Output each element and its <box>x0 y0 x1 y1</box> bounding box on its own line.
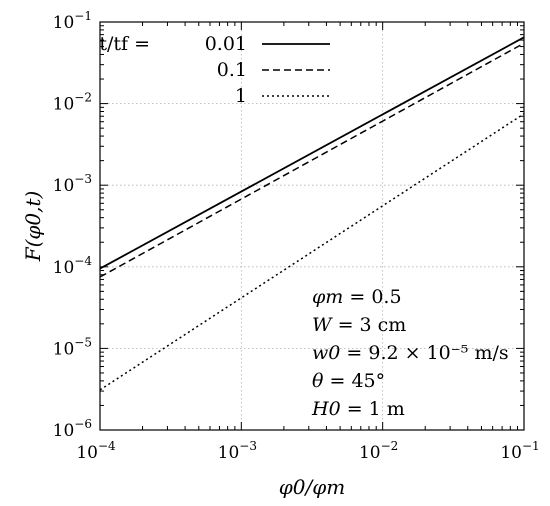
x-axis-label: φ0/φm <box>279 475 345 499</box>
y-tick-exponent: −2 <box>74 91 92 105</box>
y-tick-exponent: −4 <box>74 254 92 268</box>
legend-label: 1 <box>235 85 247 107</box>
y-tick-base: 10 <box>53 95 75 115</box>
tick-marks <box>99 21 525 431</box>
y-tick-exponent: −6 <box>74 417 92 431</box>
legend-label: 0.01 <box>205 33 247 55</box>
x-tick-label: 10−1 <box>500 439 539 463</box>
y-tick-exponent: −3 <box>74 172 92 186</box>
parameter-value: = 9.2 × 10⁻⁵ m/s <box>346 342 508 364</box>
series-lines <box>99 36 525 391</box>
y-tick-label: 10−2 <box>53 91 92 115</box>
parameter-value: = 45° <box>329 370 385 392</box>
parameters-box: φm = 0.5 W = 3 cm w0 = 9.2 × 10⁻⁵ m/s θ = 4… <box>311 286 509 420</box>
x-tick-labels: 10−4 10−3 10−2 10−1 <box>76 439 539 463</box>
x-tick-exponent: −4 <box>98 439 116 453</box>
parameter-value: = 0.5 <box>349 286 401 308</box>
x-tick-base: 10 <box>359 443 381 463</box>
parameter-line: W = 3 cm <box>312 314 406 336</box>
y-tick-base: 10 <box>53 421 75 441</box>
x-tick-exponent: −3 <box>239 439 257 453</box>
y-tick-exponent: −5 <box>74 335 92 349</box>
y-axis-label: F(φ0,t) <box>21 191 45 263</box>
y-tick-label: 10−5 <box>53 335 92 359</box>
x-tick-label: 10−4 <box>76 439 116 463</box>
legend-label: 0.1 <box>217 59 247 81</box>
parameter-value: = 1 m <box>347 398 405 420</box>
parameter-symbol: H0 <box>311 398 347 420</box>
x-tick-base: 10 <box>76 443 98 463</box>
series-line-0-01 <box>99 36 525 270</box>
y-tick-label: 10−4 <box>53 254 93 278</box>
x-tick-exponent: −1 <box>522 439 540 453</box>
parameter-symbol: W <box>312 314 338 336</box>
y-tick-base: 10 <box>53 176 75 196</box>
x-tick-base: 10 <box>500 443 522 463</box>
parameter-line: w0 = 9.2 × 10⁻⁵ m/s <box>312 342 509 364</box>
y-tick-label: 10−3 <box>53 172 92 196</box>
legend: t/tf = 0.01 0.1 1 <box>99 33 330 107</box>
y-tick-base: 10 <box>53 258 75 278</box>
parameter-symbol: w0 <box>312 342 346 364</box>
y-tick-base: 10 <box>53 13 75 33</box>
series-line-0-1 <box>99 42 525 278</box>
x-tick-exponent: −2 <box>381 439 399 453</box>
x-tick-label: 10−3 <box>218 439 257 463</box>
x-tick-label: 10−2 <box>359 439 398 463</box>
series-line-1 <box>99 113 525 391</box>
y-tick-labels: 10−610−510−410−310−210−1 <box>53 9 93 441</box>
y-tick-label: 10−1 <box>53 9 92 33</box>
parameter-line: H0 = 1 m <box>311 398 405 420</box>
parameter-line: φm = 0.5 <box>312 286 402 308</box>
parameter-line: θ = 45° <box>312 370 385 392</box>
x-tick-base: 10 <box>218 443 240 463</box>
y-tick-base: 10 <box>53 339 75 359</box>
legend-title: t/tf = <box>99 33 150 55</box>
parameter-value: = 3 cm <box>338 314 407 336</box>
parameter-symbol: θ <box>312 370 329 392</box>
parameter-symbol: φm <box>312 286 349 308</box>
plot-frame <box>99 21 525 431</box>
grid-lines <box>100 22 524 430</box>
y-tick-exponent: −1 <box>74 9 92 23</box>
y-tick-label: 10−6 <box>53 417 92 441</box>
